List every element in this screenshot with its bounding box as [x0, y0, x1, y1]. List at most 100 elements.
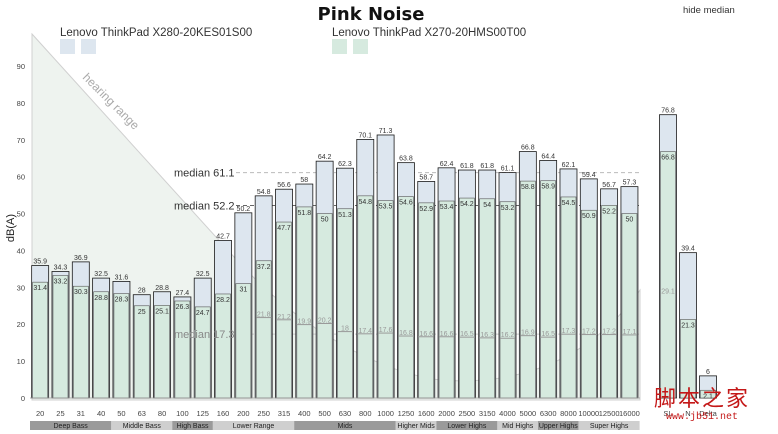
data-label-device2: 58.9 [541, 184, 555, 191]
x-tick-label: 63 [138, 409, 146, 418]
watermark: 脚本之家 www.jb51.net [654, 388, 750, 424]
x-tick-label: 1250 [398, 409, 415, 418]
data-label-noise: 17.2 [582, 329, 596, 336]
data-label-device2: 52.9 [419, 206, 433, 213]
bar-device2 [93, 291, 109, 399]
y-tick-label: 60 [17, 173, 25, 182]
frequency-range-label: Deep Bass [54, 423, 89, 430]
data-label-noise: 16.5 [460, 331, 474, 338]
x-tick-label: 250 [257, 409, 270, 418]
bar-device2 [296, 206, 313, 399]
data-label-noise: 21.8 [257, 312, 271, 319]
data-label-noise: 16.3 [480, 332, 494, 339]
data-label-device2: 28.3 [115, 297, 129, 304]
x-tick-label: 5000 [519, 409, 536, 418]
data-label-device1: 56.7 [602, 182, 616, 189]
x-tick-label: 630 [339, 409, 352, 418]
summary-label-device1: 6 [706, 369, 710, 376]
data-label-device2: 58.8 [521, 184, 535, 191]
data-label-device2: 47.7 [277, 225, 291, 232]
data-label-device2: 31.4 [33, 285, 47, 292]
frequency-range-label: Upper Highs [539, 423, 578, 430]
x-tick-label: 400 [298, 409, 311, 418]
frequency-range-label: Lower Highs [447, 423, 486, 430]
data-label-device2: 50 [321, 217, 329, 224]
legend-swatch-device1 [60, 39, 75, 54]
x-tick-label: 1000 [377, 409, 394, 418]
frequency-range-band [111, 421, 173, 430]
bar-device2 [398, 196, 414, 399]
data-label-noise: 16.9 [521, 330, 535, 337]
hide-median-button[interactable]: hide median [683, 5, 735, 16]
x-tick-label: 16000 [619, 409, 640, 418]
data-label-noise: 20.2 [318, 317, 332, 324]
data-label-noise: 17.6 [379, 327, 393, 334]
data-label-device1: 57.3 [623, 180, 637, 187]
data-label-device1: 28.8 [155, 285, 169, 292]
legend-swatch-device1-b [81, 39, 96, 54]
data-label-device2: 53.2 [501, 205, 515, 212]
x-tick-label: 50 [117, 409, 125, 418]
data-label-device2: 53.4 [440, 204, 454, 211]
x-tick-label: 1600 [418, 409, 435, 418]
watermark-main: 脚本之家 [654, 387, 751, 412]
x-tick-label: 6300 [540, 409, 557, 418]
data-label-device1: 36.9 [74, 255, 88, 262]
data-label-device2: 50.9 [582, 213, 596, 220]
data-label-device2: 51.3 [338, 212, 352, 219]
bar-device2 [32, 281, 48, 399]
bar-device2 [560, 196, 577, 399]
x-tick-label: 3150 [479, 409, 496, 418]
data-label-device1: 61.8 [460, 163, 474, 170]
x-tick-label: 31 [77, 409, 85, 418]
summary-tick-label: SL [663, 409, 672, 418]
data-label-noise: 17.2 [602, 329, 616, 336]
data-label-device1: 66.8 [521, 145, 535, 152]
data-label-device2: 52.2 [602, 208, 616, 215]
bar-device2 [113, 293, 130, 399]
x-tick-label: 2500 [459, 409, 476, 418]
legend-label-device2: Lenovo ThinkPad X270-20HMS00T00 [332, 27, 526, 39]
watermark-url: www.jb51.net [666, 412, 739, 423]
bar-device2 [316, 213, 333, 399]
data-label-device1: 31.6 [115, 274, 129, 281]
y-tick-label: 70 [17, 136, 25, 145]
summary-bar-device2 [700, 389, 716, 399]
data-label-noise: 16.5 [541, 331, 555, 338]
bar-device2 [438, 200, 455, 399]
bar-device2 [133, 305, 150, 399]
frequency-range-label: Lower Range [233, 423, 275, 430]
x-tick-label: 2000 [438, 409, 455, 418]
data-label-device2: 54 [483, 202, 491, 209]
y-tick-label: 50 [17, 210, 25, 219]
data-label-device2: 28.2 [216, 297, 230, 304]
bar-device2 [174, 300, 191, 399]
y-tick-label: 90 [17, 62, 25, 71]
bar-device2 [337, 208, 353, 399]
x-tick-label: 80 [158, 409, 166, 418]
bar-device2 [459, 197, 475, 399]
data-label-device1: 64.2 [318, 154, 332, 161]
frequency-range-label: Higher Mids [397, 423, 435, 430]
frequency-range-band [294, 421, 396, 430]
frequency-range-band [212, 421, 295, 430]
data-label-device2: 54.5 [562, 200, 576, 207]
summary-tick-label: N [685, 409, 690, 418]
data-label-device1: 32.5 [94, 271, 108, 278]
bar-device2 [377, 200, 394, 399]
legend-label-device1: Lenovo ThinkPad X280-20KES01S00 [60, 27, 252, 39]
y-tick-label: 20 [17, 320, 25, 329]
x-tick-label: 200 [237, 409, 250, 418]
bar-device2 [418, 202, 435, 399]
x-tick-label: 10000 [578, 409, 599, 418]
data-label-noise: 17.4 [358, 328, 372, 335]
summary-label-device2: 2.1 [703, 393, 713, 400]
frequency-range-label: Mid Highs [502, 423, 534, 430]
frequency-range-band [436, 421, 498, 430]
data-label-device2: 54.8 [358, 199, 372, 206]
data-label-device2: 51.8 [298, 210, 312, 217]
data-label-noise: 16.2 [501, 332, 515, 339]
data-label-device1: 64.4 [541, 153, 555, 160]
